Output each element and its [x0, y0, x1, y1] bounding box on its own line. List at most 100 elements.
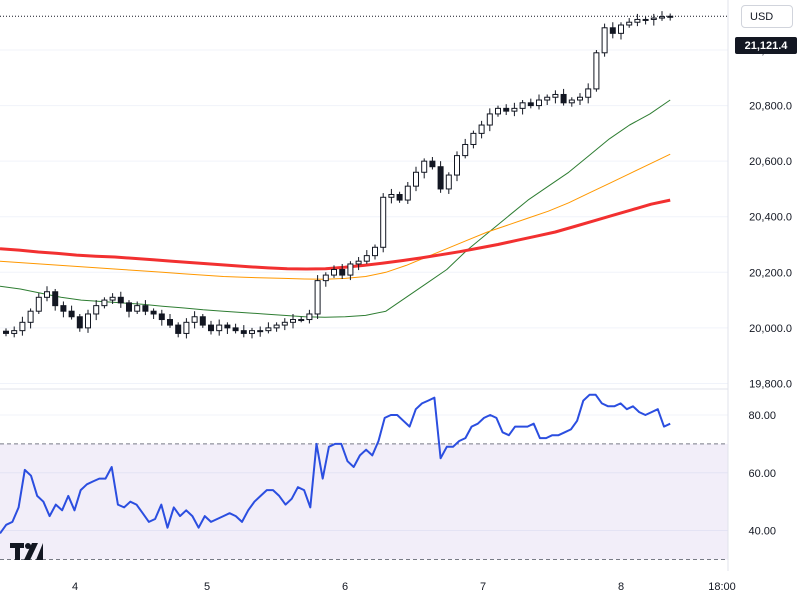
candle	[19, 316, 26, 336]
candle	[486, 108, 493, 132]
moving-average-line	[0, 153, 671, 280]
candle	[659, 11, 665, 21]
last-price-value: 21,121.4	[744, 39, 788, 52]
candle	[577, 93, 583, 106]
osc-band	[0, 443, 728, 560]
moving-average-line	[0, 99, 671, 318]
candle	[404, 181, 411, 204]
candle	[216, 319, 223, 336]
oscillator-line	[0, 393, 671, 534]
osc-axis-labels: 80.00 60.00 40.00	[748, 410, 776, 538]
candle	[35, 293, 42, 314]
candle	[3, 328, 9, 337]
candle	[298, 316, 305, 323]
last-price-badge: 21,121.4	[735, 37, 797, 54]
tradingview-logo-icon	[10, 541, 44, 566]
candle	[495, 105, 501, 117]
candle	[585, 83, 592, 104]
candle	[478, 120, 485, 139]
candle	[462, 138, 469, 159]
x-tick-label: 5	[204, 581, 210, 593]
moving-averages	[0, 99, 671, 318]
candle	[281, 318, 288, 331]
y-tick-label: 20,200.0	[749, 267, 792, 279]
candle	[314, 275, 321, 319]
candle	[331, 265, 337, 278]
candle	[593, 50, 600, 92]
osc-band-fill	[0, 443, 728, 560]
candle	[388, 188, 395, 204]
candle	[109, 293, 116, 304]
candle	[429, 156, 436, 170]
x-tick-label: 4	[72, 581, 78, 593]
candle	[52, 288, 59, 311]
candle	[396, 191, 403, 203]
y-tick-label: 20,600.0	[749, 156, 792, 168]
candle	[503, 104, 510, 116]
osc-tick-label: 60.00	[748, 468, 776, 480]
candle	[609, 22, 616, 39]
osc-tick-label: 80.00	[748, 410, 776, 422]
x-tick-label: 7	[480, 581, 486, 593]
candle	[642, 16, 649, 25]
candle	[68, 305, 75, 320]
candle	[634, 13, 641, 27]
candle	[134, 301, 141, 314]
y-tick-label: 19,800.0	[749, 378, 792, 390]
x-axis-labels: 4 5 6 7 8 18:00	[72, 581, 736, 593]
candle	[183, 318, 190, 339]
candle	[470, 130, 477, 149]
moving-average-line	[0, 198, 671, 271]
x-tick-label: 8	[618, 581, 624, 593]
candle	[249, 327, 255, 339]
candle	[126, 300, 132, 318]
candle	[44, 286, 50, 302]
currency-selector-button[interactable]: USD	[741, 5, 793, 28]
currency-label: USD	[750, 10, 774, 23]
candle	[445, 172, 452, 194]
candle	[167, 313, 173, 328]
x-tick-label: 6	[342, 581, 348, 593]
y-tick-label: 20,400.0	[749, 212, 792, 224]
candle	[380, 193, 387, 253]
candle	[199, 313, 206, 328]
candle	[322, 272, 329, 287]
candle	[560, 88, 567, 106]
candle	[27, 308, 34, 329]
candle	[142, 300, 149, 316]
candle	[273, 322, 280, 332]
candle	[60, 301, 67, 318]
candle	[224, 322, 231, 334]
candle	[437, 161, 444, 193]
candle	[265, 322, 272, 334]
candle	[101, 297, 108, 309]
candle	[650, 13, 657, 26]
candle	[626, 18, 633, 28]
candle	[519, 100, 526, 115]
candle	[552, 90, 559, 104]
candle	[11, 326, 18, 338]
y-axis-labels: 19,800.0 20,000.0 20,200.0 20,400.0 20,600.0…	[749, 45, 792, 390]
candle	[536, 94, 542, 110]
y-tick-label: 20,800.0	[749, 101, 792, 113]
candle	[232, 323, 239, 334]
x-tick-label: 18:00	[708, 581, 736, 593]
candle	[117, 291, 124, 308]
y-tick-label: 20,000.0	[749, 323, 792, 335]
osc-grid	[0, 414, 728, 532]
candle	[568, 97, 575, 107]
osc-series-line	[0, 393, 671, 534]
candle	[150, 308, 157, 319]
candle	[511, 102, 518, 117]
candle	[76, 313, 83, 332]
candle	[372, 244, 378, 260]
candle	[306, 309, 313, 324]
candle	[175, 322, 182, 338]
candle	[544, 94, 551, 106]
osc-tick-label: 40.00	[748, 526, 776, 538]
candle	[339, 263, 346, 279]
candle	[413, 166, 419, 192]
candle	[240, 325, 247, 338]
candle	[158, 309, 165, 326]
